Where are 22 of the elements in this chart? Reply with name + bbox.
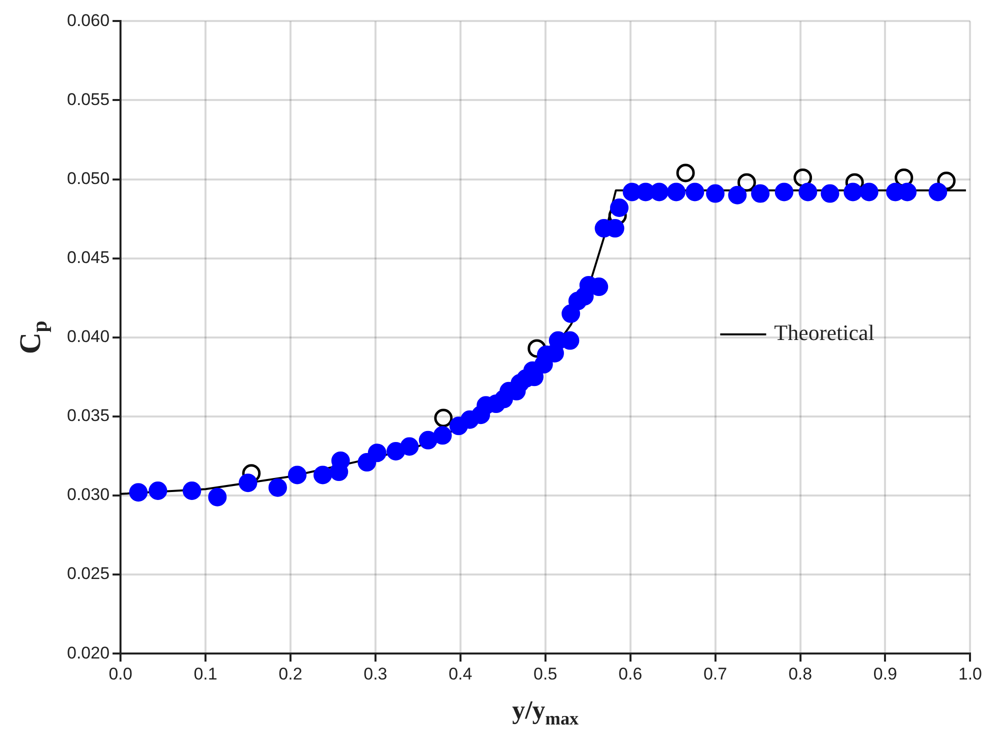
x-tick-label: 0.0: [108, 664, 132, 684]
y-tick-label: 0.035: [66, 406, 110, 426]
x-tick-label: 1.0: [958, 664, 982, 684]
y-tick-label: 0.030: [66, 485, 110, 504]
x-tick-label: 0.4: [448, 664, 472, 684]
y-tick-label: 0.060: [66, 10, 110, 30]
y-tick-label: 0.050: [66, 168, 110, 188]
y-tick-label: 0.055: [66, 90, 110, 109]
x-tick-label: 0.1: [194, 664, 218, 684]
x-tick-label: 0.9: [873, 664, 898, 684]
y-tick-label: 0.020: [66, 643, 110, 662]
y-tick-label: 0.025: [66, 564, 110, 584]
y-axis-title: Cp: [14, 320, 52, 354]
legend-label: Theoretical: [774, 320, 874, 346]
x-tick-label: 0.5: [534, 664, 558, 684]
x-tick-label: 0.2: [278, 664, 302, 684]
y-tick-label: 0.045: [66, 248, 110, 268]
x-tick-label: 0.7: [703, 664, 728, 684]
x-tick-label: 0.8: [788, 664, 812, 684]
x-tick-label: 0.3: [364, 664, 388, 684]
x-tick-label: 0.6: [618, 664, 642, 684]
y-tick-label: 0.040: [66, 327, 110, 346]
